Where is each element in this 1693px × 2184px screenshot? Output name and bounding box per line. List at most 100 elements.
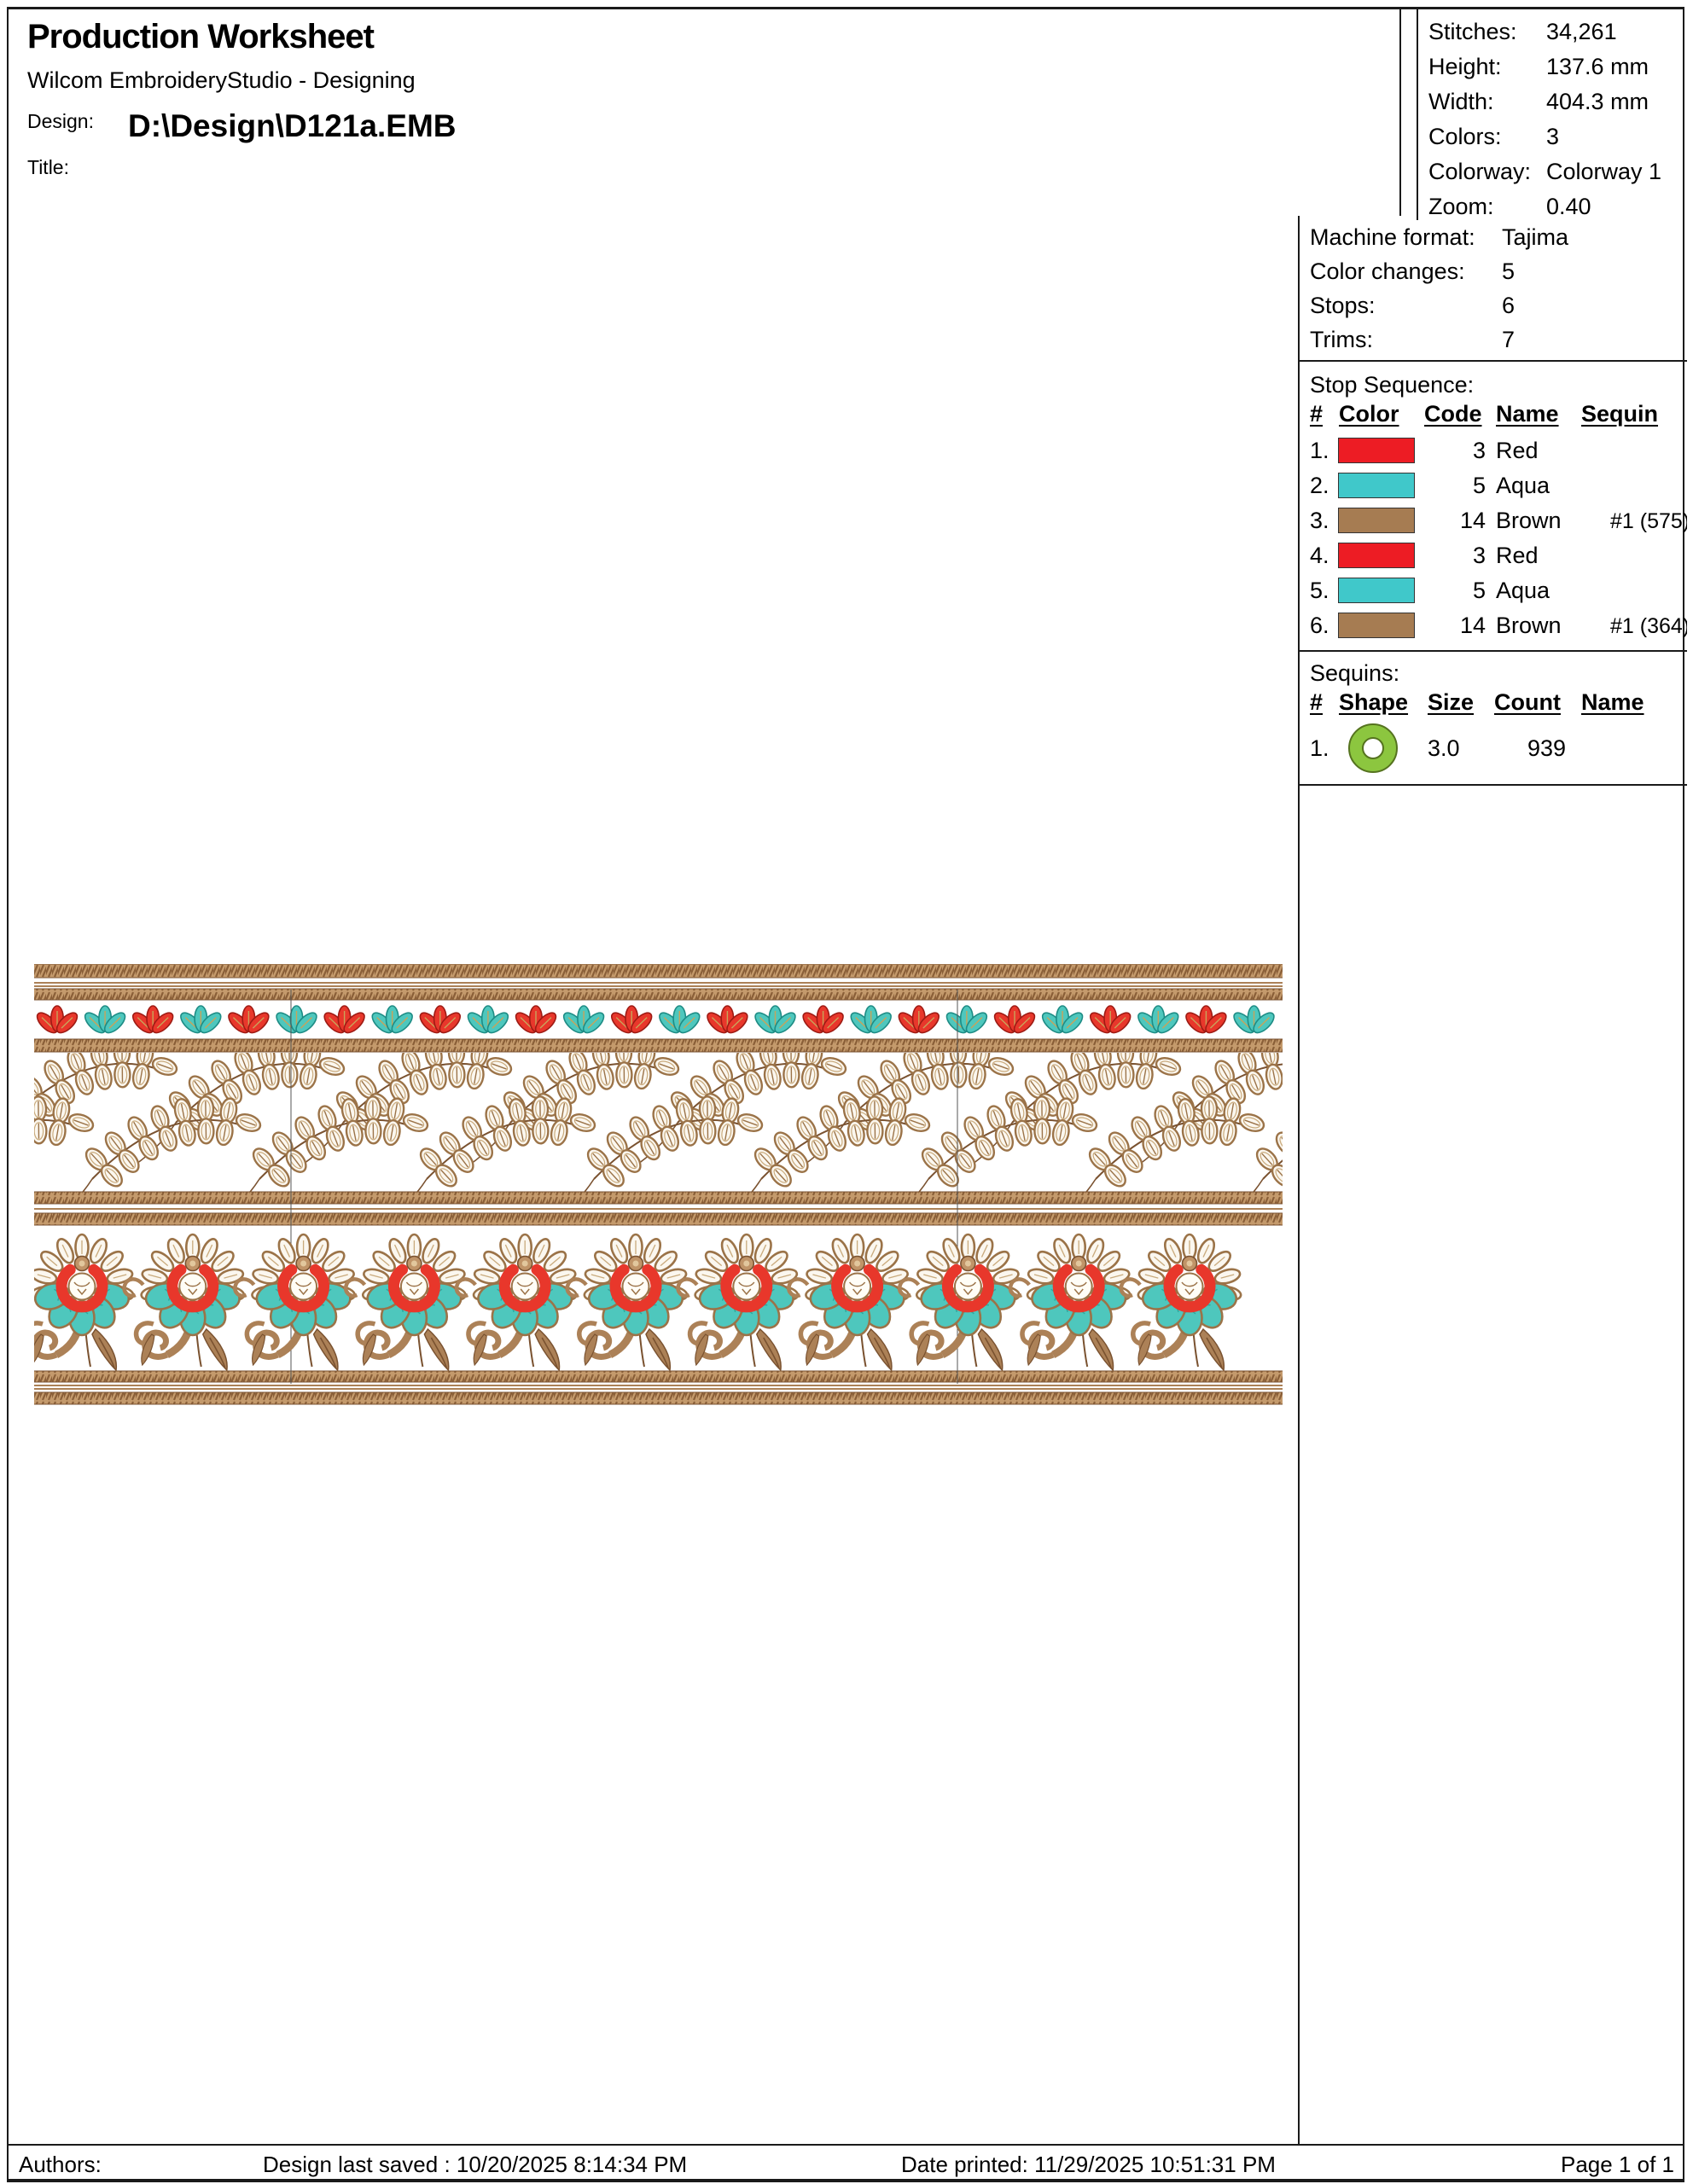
sequin-ref: #1 (364) <box>1610 614 1687 638</box>
col-name: Name <box>1496 401 1559 427</box>
page-title: Production Worksheet <box>27 18 375 55</box>
info-value: 3 <box>1546 124 1560 149</box>
info-row: Stitches: 34,261 <box>1418 14 1687 49</box>
info-value: 0.40 <box>1546 194 1591 219</box>
col-size: Size <box>1428 689 1475 715</box>
thread-code: 3 <box>1472 438 1486 463</box>
col-sequin: Sequin <box>1581 401 1659 427</box>
design-file-path: D:\Design\D121a.EMB <box>128 108 457 143</box>
sequins-title: Sequins: <box>1310 660 1400 686</box>
machine-label: Trims: <box>1310 327 1373 352</box>
info-value: 34,261 <box>1546 19 1617 44</box>
design-info-box: Stitches: 34,261 Height: 137.6 mm Width: 404.… <box>1417 9 1687 220</box>
sequin-rows: 1. 3.0 939 <box>1300 722 1687 775</box>
row-num: 2. <box>1310 473 1329 498</box>
thread-name: Brown <box>1496 613 1562 638</box>
row-num: 1. <box>1310 438 1329 463</box>
info-box-rows: Stitches: 34,261 Height: 137.6 mm Width: 404.… <box>1418 14 1687 224</box>
right-panel: Machine format: Tajima Color changes: 5 Stop… <box>1298 216 1687 2144</box>
info-row: Colors: 3 <box>1418 119 1687 154</box>
color-swatch <box>1338 473 1415 498</box>
sequins-header: # Shape Size Count Name <box>1300 689 1687 722</box>
info-label: Stitches: <box>1428 19 1517 44</box>
machine-label: Machine format: <box>1310 224 1475 250</box>
col-color: Color <box>1339 401 1399 427</box>
stop-sequence-title: Stop Sequence: <box>1310 372 1475 398</box>
thread-name: Red <box>1496 438 1539 463</box>
row-num: 3. <box>1310 508 1329 533</box>
info-row: Zoom: 0.40 <box>1418 189 1687 224</box>
info-row: Width: 404.3 mm <box>1418 84 1687 119</box>
info-label: Zoom: <box>1428 194 1494 219</box>
stop-sequence-row: 6. 14 Brown #1 (364) <box>1300 608 1687 643</box>
col-shape: Shape <box>1339 689 1409 715</box>
footer: Authors: Design last saved : 10/20/2025 … <box>7 2144 1684 2180</box>
stop-sequence-box: Stop Sequence: # Color Code Name Sequin … <box>1300 362 1687 652</box>
last-saved-text: Design last saved : 10/20/2025 8:14:34 P… <box>263 2152 688 2177</box>
thread-code: 14 <box>1459 613 1486 638</box>
machine-label: Stops: <box>1310 293 1376 318</box>
col-code: Code <box>1424 401 1482 427</box>
machine-row: Trims: 7 <box>1300 322 1687 356</box>
date-printed-text: Date printed: 11/29/2025 10:51:31 PM <box>901 2152 1276 2177</box>
machine-value: 7 <box>1502 327 1516 352</box>
row-num: 4. <box>1310 543 1329 568</box>
info-value: 137.6 mm <box>1546 54 1649 79</box>
machine-value: 6 <box>1502 293 1516 318</box>
info-value: Colorway 1 <box>1546 159 1662 184</box>
info-label: Width: <box>1428 89 1494 114</box>
stop-sequence-row: 2. 5 Aqua <box>1300 468 1687 503</box>
machine-row: Machine format: Tajima <box>1300 219 1687 253</box>
stop-rows: 1. 3 Red 2. 5 Aqua 3. 14 Brown #1 (575) 4. 3 Red 5. 5 A… <box>1300 433 1687 643</box>
stop-sequence-row: 5. 5 Aqua <box>1300 573 1687 608</box>
info-value: 404.3 mm <box>1546 89 1649 114</box>
machine-row: Stops: 6 <box>1300 288 1687 322</box>
row-num: 6. <box>1310 613 1329 638</box>
stop-sequence-header: # Color Code Name Sequin <box>1300 401 1687 433</box>
color-swatch <box>1338 613 1415 638</box>
machine-label: Color changes: <box>1310 258 1465 284</box>
thread-code: 5 <box>1472 473 1486 498</box>
thread-code: 3 <box>1472 543 1486 568</box>
color-swatch <box>1338 578 1415 603</box>
sequins-box: Sequins: # Shape Size Count Name 1. 3.0 93… <box>1300 652 1687 786</box>
page-frame <box>7 7 1684 2182</box>
title-label: Title: <box>27 156 69 178</box>
info-label: Height: <box>1428 54 1502 79</box>
design-label: Design: <box>27 110 94 132</box>
thread-name: Red <box>1496 543 1539 568</box>
embroidery-design-preview <box>34 964 1283 1405</box>
machine-info-box: Machine format: Tajima Color changes: 5 Stop… <box>1300 216 1687 362</box>
color-swatch <box>1338 438 1415 463</box>
machine-row: Color changes: 5 <box>1300 253 1687 288</box>
sequin-ref: #1 (575) <box>1610 509 1687 533</box>
sequin-shape-icon <box>1348 723 1398 773</box>
machine-value: Tajima <box>1502 224 1569 250</box>
header: Production Worksheet Wilcom EmbroiderySt… <box>9 9 1401 216</box>
sequin-count: 939 <box>1527 735 1566 761</box>
row-num: 1. <box>1310 735 1329 761</box>
authors-label: Authors: <box>19 2152 102 2177</box>
sequin-row: 1. 3.0 939 <box>1300 722 1687 775</box>
info-row: Height: 137.6 mm <box>1418 49 1687 84</box>
page-number: Page 1 of 1 <box>1561 2152 1674 2177</box>
stop-sequence-row: 3. 14 Brown #1 (575) <box>1300 503 1687 538</box>
col-num: # <box>1310 689 1324 715</box>
thread-name: Aqua <box>1496 473 1550 498</box>
col-name: Name <box>1581 689 1644 715</box>
sequin-size: 3.0 <box>1428 735 1460 761</box>
col-num: # <box>1310 401 1324 427</box>
thread-code: 14 <box>1459 508 1486 533</box>
machine-rows: Machine format: Tajima Color changes: 5 Stop… <box>1300 219 1687 356</box>
thread-name: Brown <box>1496 508 1562 533</box>
machine-value: 5 <box>1502 258 1516 284</box>
color-swatch <box>1338 543 1415 568</box>
col-count: Count <box>1494 689 1561 715</box>
info-row: Colorway: Colorway 1 <box>1418 154 1687 189</box>
stop-sequence-row: 4. 3 Red <box>1300 538 1687 573</box>
thread-name: Aqua <box>1496 578 1550 603</box>
info-label: Colors: <box>1428 124 1502 149</box>
stop-sequence-row: 1. 3 Red <box>1300 433 1687 468</box>
app-subtitle: Wilcom EmbroideryStudio - Designing <box>27 67 416 93</box>
row-num: 5. <box>1310 578 1329 603</box>
